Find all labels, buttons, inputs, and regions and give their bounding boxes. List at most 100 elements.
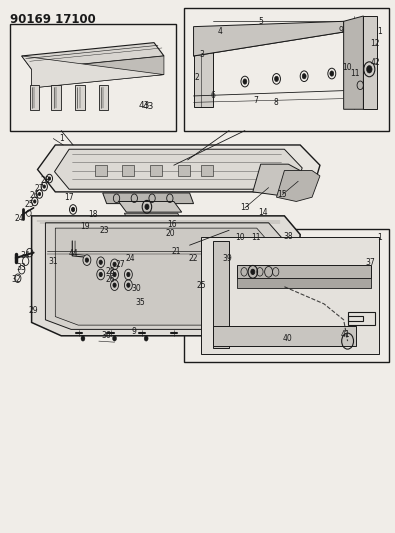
Text: 4: 4 [218, 28, 223, 36]
Text: 1: 1 [59, 134, 64, 143]
Bar [184, 229, 389, 362]
Text: 24: 24 [126, 254, 135, 263]
Text: 29: 29 [29, 306, 38, 314]
Text: 3: 3 [199, 50, 204, 59]
Polygon shape [55, 149, 302, 189]
Polygon shape [124, 213, 182, 223]
Text: 41: 41 [341, 330, 350, 339]
Text: 28: 28 [106, 268, 115, 276]
Text: 9: 9 [338, 27, 343, 35]
Polygon shape [237, 265, 371, 278]
Circle shape [367, 66, 372, 73]
Text: 10: 10 [342, 63, 352, 72]
Polygon shape [363, 16, 377, 109]
Text: 26: 26 [30, 191, 40, 200]
Text: 1: 1 [377, 28, 382, 36]
Text: 36: 36 [102, 332, 111, 340]
Circle shape [127, 283, 130, 287]
Text: 30: 30 [132, 284, 141, 293]
Text: 25: 25 [25, 200, 34, 208]
Text: 28: 28 [41, 176, 50, 184]
Text: 32: 32 [11, 275, 21, 284]
Polygon shape [45, 223, 284, 329]
Polygon shape [103, 193, 194, 204]
Text: 37: 37 [366, 258, 375, 266]
Text: 22: 22 [189, 254, 198, 263]
Polygon shape [201, 237, 379, 354]
Text: 27: 27 [116, 261, 125, 269]
Polygon shape [178, 165, 190, 176]
Circle shape [275, 76, 278, 82]
Text: 33: 33 [16, 263, 26, 272]
Text: 27: 27 [35, 184, 44, 192]
Polygon shape [75, 85, 85, 110]
Text: 26: 26 [106, 275, 115, 284]
Polygon shape [201, 165, 213, 176]
Circle shape [302, 74, 306, 79]
Text: 5: 5 [258, 17, 263, 26]
Text: 8: 8 [273, 98, 278, 107]
Text: 9: 9 [132, 327, 137, 336]
Text: 31: 31 [49, 257, 58, 265]
Polygon shape [38, 145, 320, 192]
Circle shape [85, 258, 88, 262]
Polygon shape [22, 43, 164, 69]
Text: 42: 42 [371, 59, 380, 67]
Circle shape [38, 192, 41, 196]
Circle shape [43, 185, 45, 188]
Text: 39: 39 [222, 254, 232, 263]
Bar [184, 8, 389, 131]
Text: 15: 15 [278, 190, 287, 199]
Polygon shape [95, 165, 107, 176]
Text: 24: 24 [15, 214, 24, 223]
Polygon shape [213, 326, 356, 346]
Text: 43: 43 [142, 102, 154, 111]
Polygon shape [55, 228, 271, 325]
Circle shape [330, 71, 334, 76]
Polygon shape [32, 56, 164, 88]
Polygon shape [51, 85, 61, 110]
Text: 11: 11 [350, 69, 359, 78]
Text: 17: 17 [64, 193, 74, 201]
Polygon shape [118, 201, 182, 212]
Text: 13: 13 [240, 204, 250, 212]
Text: 38: 38 [284, 232, 293, 240]
Text: 25: 25 [197, 281, 206, 289]
Text: 21: 21 [171, 247, 181, 256]
Polygon shape [276, 171, 320, 201]
Polygon shape [194, 21, 344, 56]
Polygon shape [32, 216, 300, 336]
Polygon shape [344, 16, 363, 109]
Text: 16: 16 [167, 221, 177, 229]
Circle shape [113, 336, 117, 341]
Text: 7: 7 [254, 96, 258, 104]
Text: 18: 18 [88, 211, 98, 219]
Polygon shape [22, 56, 164, 88]
Polygon shape [237, 278, 371, 288]
Text: 34: 34 [21, 252, 30, 260]
Text: 11: 11 [251, 233, 261, 241]
Polygon shape [253, 164, 304, 196]
Text: 90169 17100: 90169 17100 [10, 13, 96, 26]
Bar [10, 24, 176, 131]
Circle shape [99, 260, 102, 264]
Polygon shape [150, 165, 162, 176]
Text: 35: 35 [135, 298, 145, 307]
Polygon shape [194, 27, 213, 107]
Text: 12: 12 [371, 39, 380, 48]
Text: 43: 43 [139, 101, 150, 110]
Circle shape [34, 200, 36, 203]
Text: 6: 6 [210, 92, 215, 100]
Text: 40: 40 [283, 334, 292, 343]
Text: 44: 44 [68, 249, 78, 257]
Circle shape [81, 336, 85, 341]
Circle shape [127, 272, 130, 277]
Circle shape [145, 204, 149, 209]
Circle shape [113, 272, 116, 277]
Text: 2: 2 [194, 73, 199, 82]
Circle shape [243, 79, 247, 84]
Circle shape [144, 336, 148, 341]
Text: 19: 19 [80, 222, 90, 231]
Polygon shape [30, 85, 39, 110]
Polygon shape [213, 241, 229, 348]
